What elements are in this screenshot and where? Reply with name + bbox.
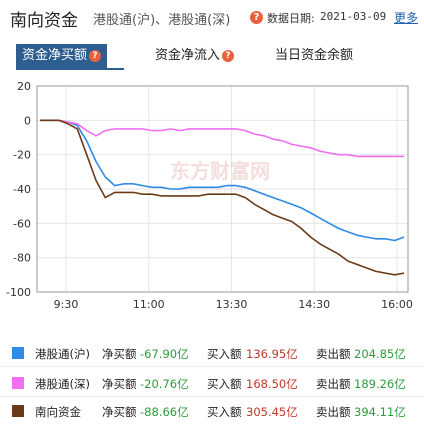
legend-row: 南向资金 净买额 -88.66亿 买入额 305.45亿 卖出额 394.11亿 — [0, 398, 424, 424]
y-tick-label: 0 — [24, 114, 31, 127]
series-line-2 — [40, 119, 405, 276]
legend-swatch — [12, 377, 24, 389]
x-tick-label: 13:30 — [216, 298, 248, 311]
sell-value: 394.11亿 — [354, 405, 406, 419]
question-icon[interactable]: ? — [222, 49, 235, 62]
watermark-text: 东方财富网 — [170, 159, 270, 183]
watermark: 东方财富网 eastmoney.com — [170, 159, 270, 195]
legend-name: 港股通(沪) — [35, 347, 90, 361]
header: 南向资金 港股通(沪)、港股通(深) ? 数据日期: 2021-03-09 更多 — [0, 0, 424, 34]
y-tick-label: -60 — [13, 217, 31, 230]
page-title: 南向资金 — [10, 11, 78, 31]
series-line-1 — [40, 119, 404, 158]
tab-net-inflow-label: 资金净流入 — [155, 48, 221, 63]
watermark-subtext: eastmoney.com — [178, 185, 249, 195]
y-tick-label: -100 — [6, 286, 31, 299]
x-axis: 9:30 11:00 13:30 14:30 16:00 — [54, 298, 413, 311]
sell-label: 卖出额 — [316, 377, 351, 391]
buy-label: 买入额 — [207, 347, 242, 361]
legend-swatch — [12, 347, 24, 359]
net-buy-value: -67.90亿 — [140, 347, 189, 361]
plot-frame — [36, 85, 409, 293]
y-tick-label: -40 — [13, 183, 31, 196]
tab-active-indicator — [16, 68, 124, 70]
buy-value: 168.50亿 — [246, 377, 298, 391]
x-tick-label: 14:30 — [298, 298, 330, 311]
question-icon[interactable]: ? — [250, 11, 263, 24]
legend-row: 港股通(深) 净买额 -20.76亿 买入额 168.50亿 卖出额 189.2… — [0, 370, 424, 396]
question-icon[interactable]: ? — [89, 49, 102, 62]
legend-divider — [0, 396, 424, 397]
buy-value: 136.95亿 — [246, 347, 298, 361]
buy-value: 305.45亿 — [246, 405, 298, 419]
y-tick-label: 20 — [17, 80, 31, 93]
legend-name: 港股通(深) — [35, 377, 90, 391]
tab-daily-balance[interactable]: 当日资金余额 — [275, 44, 353, 68]
legend-name: 南向资金 — [35, 405, 81, 419]
tab-net-buy[interactable]: 资金净买额? — [16, 44, 108, 68]
southbound-flow-chart: 东方财富网 eastmoney.com 200-20-40-60-80-100 … — [6, 80, 413, 311]
tab-daily-balance-label: 当日资金余额 — [275, 48, 354, 63]
series-line-0 — [40, 119, 405, 242]
net-buy-label: 净买额 — [102, 377, 137, 391]
buy-label: 买入额 — [207, 377, 242, 391]
y-tick-label: -20 — [13, 149, 31, 162]
buy-label: 买入额 — [207, 405, 242, 419]
sell-label: 卖出额 — [316, 405, 351, 419]
date-label: 数据日期: — [267, 12, 315, 25]
page-subtitle: 港股通(沪)、港股通(深) — [93, 13, 231, 28]
legend-swatch — [12, 405, 24, 417]
net-buy-label: 净买额 — [102, 347, 137, 361]
x-tick-label: 11:00 — [133, 298, 165, 311]
more-link[interactable]: 更多 — [394, 11, 419, 25]
net-buy-label: 净买额 — [102, 405, 137, 419]
tab-bar: 资金净买额? 资金净流入? 当日资金余额 — [0, 44, 424, 72]
tab-net-inflow[interactable]: 资金净流入? — [155, 44, 235, 68]
x-tick-label: 16:00 — [381, 298, 413, 311]
date-value: 2021-03-09 — [320, 10, 387, 23]
sell-value: 189.26亿 — [354, 377, 406, 391]
y-axis: 20 0 -20 -40 -60 -80 -100 — [6, 80, 31, 299]
x-tick-label: 9:30 — [54, 298, 79, 311]
net-buy-value: -88.66亿 — [140, 405, 189, 419]
legend-divider — [0, 366, 424, 367]
chart-series — [40, 119, 405, 276]
tab-net-buy-label: 资金净买额 — [22, 48, 88, 63]
y-tick-label: -80 — [13, 252, 31, 265]
sell-value: 204.85亿 — [354, 347, 406, 361]
legend-row: 港股通(沪) 净买额 -67.90亿 买入额 136.95亿 卖出额 204.8… — [0, 340, 424, 366]
net-buy-value: -20.76亿 — [140, 377, 189, 391]
sell-label: 卖出额 — [316, 347, 351, 361]
